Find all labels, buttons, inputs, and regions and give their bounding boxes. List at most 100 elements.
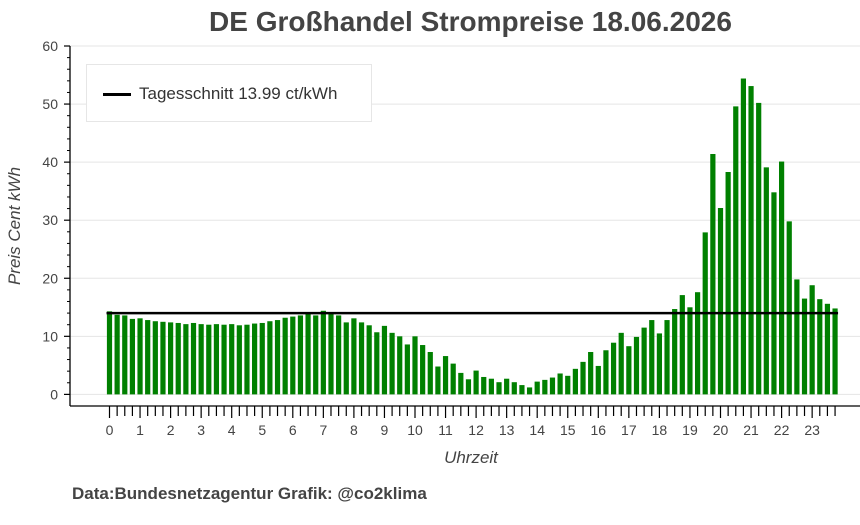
x-tick-label: 6 — [289, 422, 297, 438]
x-tick-label: 15 — [560, 422, 576, 438]
bar — [252, 323, 258, 395]
x-tick-label: 14 — [529, 422, 545, 438]
x-tick-label: 5 — [258, 422, 266, 438]
bar — [740, 78, 747, 395]
bar — [290, 316, 296, 395]
bar — [114, 314, 120, 395]
bar — [351, 318, 357, 395]
bar — [374, 332, 380, 395]
bar — [779, 161, 785, 395]
bar — [183, 324, 189, 395]
bar — [626, 346, 632, 395]
bar — [771, 192, 777, 395]
bar — [756, 102, 762, 395]
bar — [679, 295, 685, 395]
x-tick-label: 23 — [804, 422, 820, 438]
bar — [236, 325, 242, 395]
x-tick-label: 12 — [468, 422, 484, 438]
bar — [206, 324, 212, 395]
bar — [725, 172, 731, 395]
bar — [320, 310, 326, 395]
bar — [687, 307, 693, 395]
x-tick-label: 13 — [499, 422, 515, 438]
bar — [198, 324, 204, 395]
x-tick-label: 9 — [381, 422, 389, 438]
y-tick-label: 60 — [42, 38, 58, 54]
bar — [641, 327, 647, 395]
x-axis-label: Uhrzeit — [444, 448, 499, 467]
bar — [297, 315, 304, 395]
bar — [504, 378, 510, 395]
bar — [595, 365, 601, 395]
bar — [122, 315, 128, 395]
bar — [389, 332, 395, 395]
bar — [603, 350, 609, 395]
bar — [511, 382, 517, 395]
y-tick-label: 50 — [42, 96, 58, 112]
x-tick-label: 21 — [743, 422, 759, 438]
x-tick-label: 18 — [652, 422, 668, 438]
x-tick-label: 3 — [197, 422, 205, 438]
bar — [618, 332, 624, 395]
bar — [305, 313, 311, 395]
bar — [381, 325, 388, 395]
bar — [267, 321, 273, 395]
bar — [259, 322, 265, 395]
x-tick-label: 7 — [319, 422, 327, 438]
bar — [450, 363, 456, 395]
bar — [557, 373, 563, 395]
bar — [672, 309, 678, 395]
x-tick-label: 11 — [438, 422, 453, 438]
x-tick-label: 19 — [682, 422, 698, 438]
y-tick-label: 20 — [42, 270, 58, 286]
bar — [397, 336, 403, 395]
bar — [549, 377, 556, 395]
bar — [481, 376, 487, 395]
bar — [610, 342, 617, 395]
chart-title: DE Großhandel Strompreise 18.06.2026 — [209, 6, 732, 37]
bar — [748, 86, 754, 395]
bar — [710, 154, 716, 395]
bar — [733, 106, 739, 395]
bar — [786, 221, 792, 395]
x-tick-label: 0 — [106, 422, 114, 438]
bar — [801, 298, 808, 395]
y-tick-label: 0 — [50, 386, 58, 402]
bar — [817, 299, 823, 395]
bar — [588, 352, 594, 395]
bar — [435, 366, 441, 395]
bar — [442, 356, 449, 395]
bar — [282, 317, 288, 395]
bar — [404, 344, 410, 395]
bar — [328, 312, 334, 395]
bar — [244, 324, 250, 395]
bar — [694, 292, 701, 395]
x-tick-label: 1 — [136, 422, 144, 438]
y-tick-label: 40 — [42, 154, 58, 170]
y-tick-label: 30 — [42, 212, 58, 228]
bar — [565, 375, 571, 395]
bar — [633, 336, 640, 395]
bar — [313, 315, 319, 395]
bar — [763, 167, 769, 395]
bar — [412, 336, 418, 395]
legend-label: Tagesschnitt 13.99 ct/kWh — [139, 84, 338, 103]
bar — [343, 322, 349, 395]
bar — [137, 318, 143, 395]
x-tick-label: 2 — [167, 422, 175, 438]
bar — [488, 378, 494, 395]
bar — [496, 382, 502, 395]
bar — [366, 325, 372, 395]
bar — [458, 372, 464, 395]
x-tick-label: 4 — [228, 422, 236, 438]
bar — [824, 303, 831, 395]
bar — [664, 320, 670, 395]
y-tick-label: 10 — [42, 328, 58, 344]
bar — [160, 321, 166, 395]
bar — [526, 387, 533, 395]
bar — [580, 361, 586, 395]
source-credit: Data:Bundesnetzagentur Grafik: @co2klima — [72, 484, 427, 503]
x-tick-label: 10 — [407, 422, 423, 438]
bar — [213, 324, 220, 395]
